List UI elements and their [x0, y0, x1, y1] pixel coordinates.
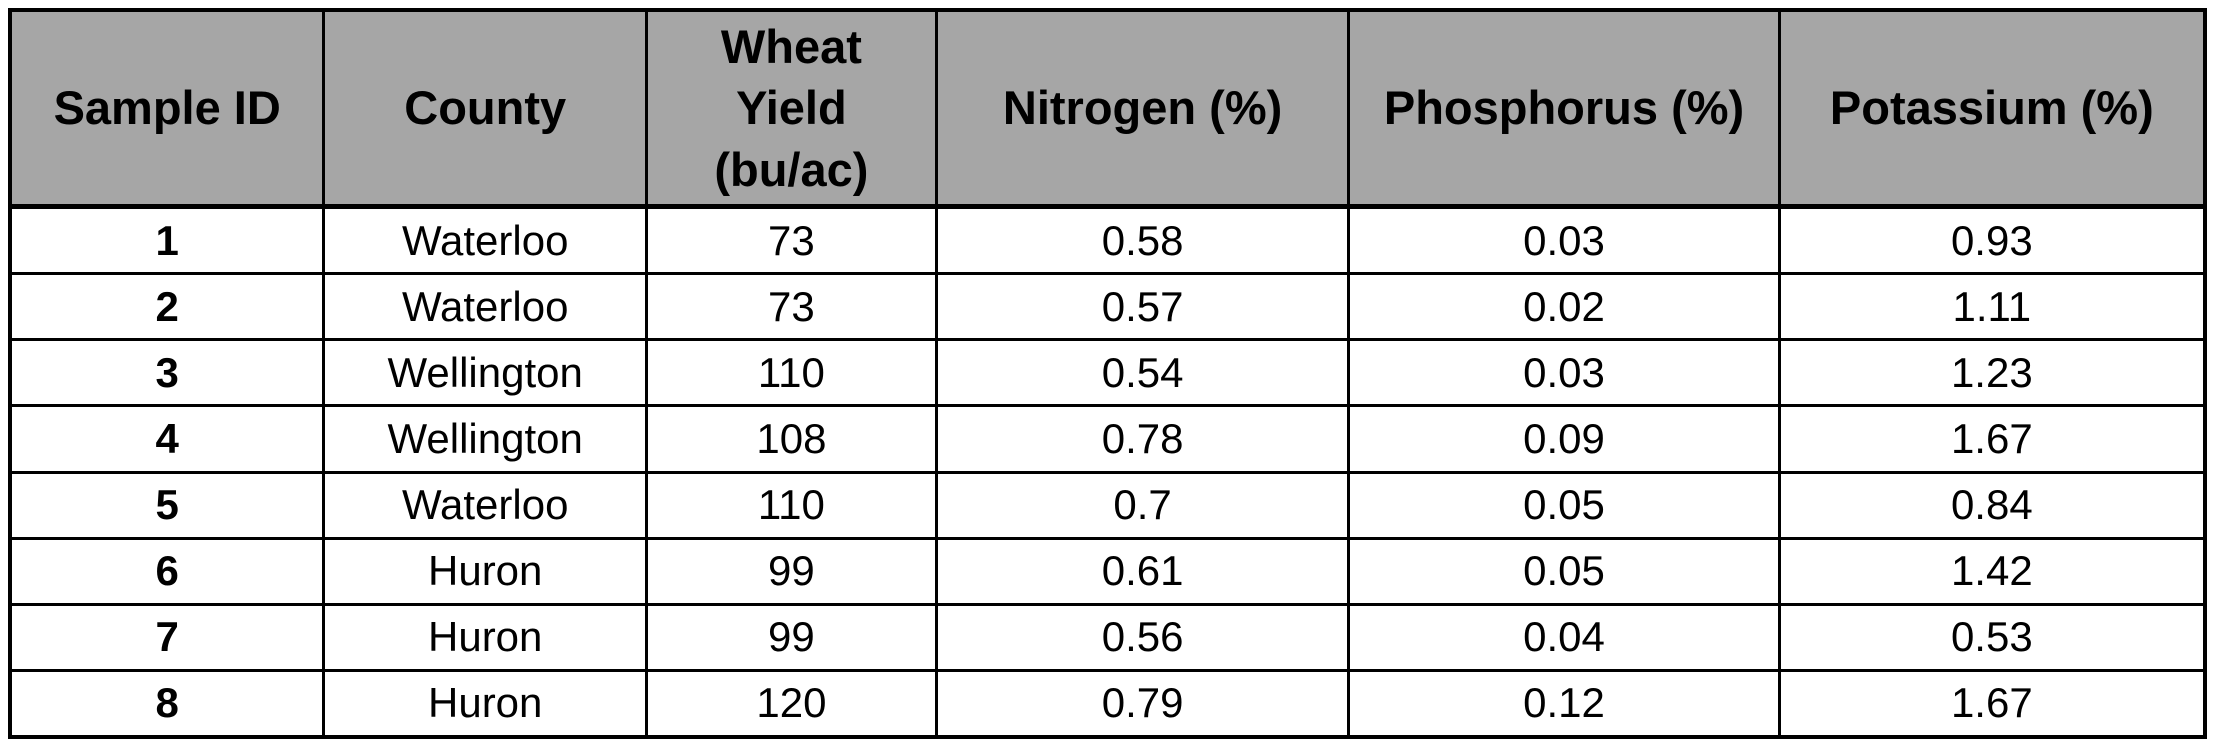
cell-wheat-yield: 73: [645, 272, 938, 342]
column-header-label: Wheat Yield (bu/ac): [714, 20, 869, 196]
cell-potassium: 1.67: [1777, 404, 2207, 474]
cell-nitrogen: 0.56: [934, 602, 1351, 672]
table-row: 7 Huron 99 0.56 0.04 0.53: [8, 602, 2207, 672]
cell-nitrogen: 0.78: [934, 404, 1351, 474]
column-header-label: Sample ID: [53, 81, 281, 135]
table-row: 8 Huron 120 0.79 0.12 1.67: [8, 668, 2207, 739]
cell-potassium: 0.93: [1777, 204, 2207, 276]
cell-county: Huron: [322, 668, 649, 739]
soil-sample-table: Sample ID County Wheat Yield (bu/ac) Nit…: [8, 8, 2207, 739]
column-header-county: County: [322, 8, 649, 209]
cell-wheat-yield: 99: [645, 602, 938, 672]
cell-county: Huron: [322, 602, 649, 672]
cell-county: Wellington: [322, 404, 649, 474]
cell-sample-id: 1: [8, 204, 326, 276]
cell-county: Wellington: [322, 338, 649, 408]
column-header-label: Phosphorus (%): [1383, 81, 1745, 135]
cell-nitrogen: 0.57: [934, 272, 1351, 342]
table-row: 3 Wellington 110 0.54 0.03 1.23: [8, 338, 2207, 408]
cell-phosphorus: 0.02: [1347, 272, 1781, 342]
column-header-nitrogen: Nitrogen (%): [934, 8, 1351, 209]
table-row: 4 Wellington 108 0.78 0.09 1.67: [8, 404, 2207, 474]
cell-county: Huron: [322, 536, 649, 606]
column-header-label: Potassium (%): [1829, 81, 2154, 135]
cell-wheat-yield: 120: [645, 668, 938, 739]
cell-wheat-yield: 73: [645, 204, 938, 276]
cell-nitrogen: 0.58: [934, 204, 1351, 276]
cell-potassium: 0.84: [1777, 470, 2207, 540]
column-header-sample-id: Sample ID: [8, 8, 326, 209]
cell-potassium: 1.11: [1777, 272, 2207, 342]
cell-potassium: 1.67: [1777, 668, 2207, 739]
column-header-potassium: Potassium (%): [1777, 8, 2207, 209]
cell-wheat-yield: 108: [645, 404, 938, 474]
cell-phosphorus: 0.09: [1347, 404, 1781, 474]
cell-nitrogen: 0.79: [934, 668, 1351, 739]
cell-potassium: 1.42: [1777, 536, 2207, 606]
cell-phosphorus: 0.04: [1347, 602, 1781, 672]
cell-nitrogen: 0.7: [934, 470, 1351, 540]
cell-county: Waterloo: [322, 272, 649, 342]
cell-potassium: 1.23: [1777, 338, 2207, 408]
table-body: 1 Waterloo 73 0.58 0.03 0.93 2 Waterloo 73 0.57 0.…: [8, 204, 2207, 739]
table-row: 1 Waterloo 73 0.58 0.03 0.93: [8, 204, 2207, 276]
column-header-phosphorus: Phosphorus (%): [1347, 8, 1781, 209]
cell-sample-id: 7: [8, 602, 326, 672]
cell-sample-id: 4: [8, 404, 326, 474]
cell-wheat-yield: 110: [645, 470, 938, 540]
cell-wheat-yield: 99: [645, 536, 938, 606]
cell-potassium: 0.53: [1777, 602, 2207, 672]
cell-sample-id: 5: [8, 470, 326, 540]
cell-phosphorus: 0.03: [1347, 338, 1781, 408]
cell-sample-id: 3: [8, 338, 326, 408]
table-row: 5 Waterloo 110 0.7 0.05 0.84: [8, 470, 2207, 540]
table-row: 6 Huron 99 0.61 0.05 1.42: [8, 536, 2207, 606]
cell-wheat-yield: 110: [645, 338, 938, 408]
header-row: Sample ID County Wheat Yield (bu/ac) Nit…: [8, 8, 2207, 209]
cell-sample-id: 8: [8, 668, 326, 739]
table-row: 2 Waterloo 73 0.57 0.02 1.11: [8, 272, 2207, 342]
column-header-wheat-yield: Wheat Yield (bu/ac): [645, 8, 938, 209]
column-header-label: County: [404, 81, 567, 135]
soil-sample-table-container: Sample ID County Wheat Yield (bu/ac) Nit…: [8, 8, 2207, 739]
cell-phosphorus: 0.12: [1347, 668, 1781, 739]
cell-county: Waterloo: [322, 470, 649, 540]
cell-phosphorus: 0.03: [1347, 204, 1781, 276]
cell-phosphorus: 0.05: [1347, 470, 1781, 540]
cell-county: Waterloo: [322, 204, 649, 276]
cell-nitrogen: 0.54: [934, 338, 1351, 408]
cell-sample-id: 2: [8, 272, 326, 342]
cell-nitrogen: 0.61: [934, 536, 1351, 606]
cell-phosphorus: 0.05: [1347, 536, 1781, 606]
cell-sample-id: 6: [8, 536, 326, 606]
column-header-label: Nitrogen (%): [1002, 81, 1283, 135]
